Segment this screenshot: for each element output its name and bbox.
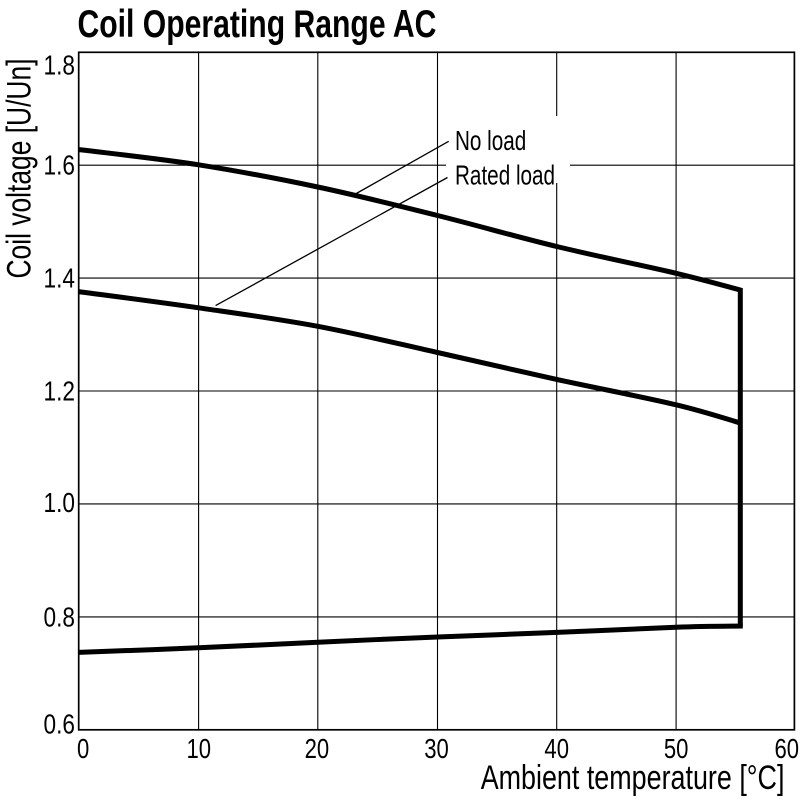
svg-text:1.2: 1.2 (44, 376, 75, 407)
svg-text:0.8: 0.8 (44, 602, 75, 633)
svg-text:Ambient temperature [°C]: Ambient temperature [°C] (481, 758, 785, 797)
svg-text:Coil voltage [U/Un]: Coil voltage [U/Un] (0, 59, 38, 279)
svg-text:60: 60 (775, 734, 800, 765)
svg-text:40: 40 (544, 734, 569, 765)
svg-text:Coil Operating Range AC: Coil Operating Range AC (78, 2, 437, 46)
svg-text:0: 0 (77, 734, 89, 765)
svg-text:50: 50 (664, 734, 689, 765)
svg-text:No load: No load (455, 126, 526, 157)
svg-text:1.8: 1.8 (44, 50, 75, 81)
svg-text:30: 30 (424, 734, 449, 765)
svg-text:0.6: 0.6 (44, 709, 75, 740)
svg-text:Rated load: Rated load (455, 161, 555, 192)
svg-text:1.0: 1.0 (44, 488, 75, 519)
svg-text:1.6: 1.6 (44, 151, 75, 182)
svg-text:20: 20 (305, 734, 330, 765)
svg-text:10: 10 (187, 734, 212, 765)
svg-text:1.4: 1.4 (44, 264, 75, 295)
